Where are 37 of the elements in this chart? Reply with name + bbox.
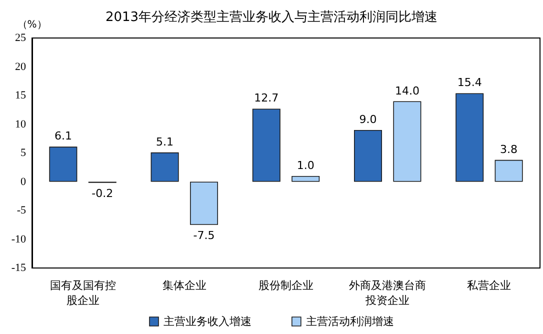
x-tick-label: 私营企业: [467, 279, 512, 292]
bar: [494, 160, 523, 182]
data-label: -0.2: [92, 186, 114, 200]
x-tick-label: 外商及港澳台商投资企业: [349, 279, 426, 307]
y-tick-label: -10: [11, 233, 26, 246]
legend-label: 主营活动利润增速: [306, 315, 394, 328]
data-label: 14.0: [394, 84, 420, 98]
legend-label: 主营业务收入增速: [164, 315, 252, 328]
y-tick-label: -5: [16, 204, 26, 216]
data-label: 3.8: [500, 142, 518, 156]
data-label: 12.7: [254, 92, 279, 105]
bar: [292, 176, 320, 182]
data-label: -7.5: [193, 228, 215, 242]
y-tick-label: 10: [15, 118, 26, 130]
data-label: 1.0: [296, 159, 314, 172]
data-label: 15.4: [457, 76, 482, 90]
x-tick-label: 集体企业: [162, 279, 206, 292]
y-tick-label: 15: [15, 90, 26, 102]
y-tick-label: 20: [15, 60, 26, 73]
data-label: 9.0: [359, 113, 377, 126]
bar: [190, 182, 218, 225]
y-axis-title: （%）: [17, 20, 47, 30]
y-tick-label: 0: [20, 176, 26, 188]
y-tick-label: 5: [20, 147, 26, 159]
bar: [150, 152, 179, 182]
bar: [354, 130, 382, 182]
bar: [456, 93, 484, 182]
x-tick-label: 股份制企业: [258, 279, 314, 292]
y-tick-label: -15: [11, 262, 26, 274]
x-tick-label: 国有及国有控股企业: [50, 279, 116, 307]
chart-title: 2013年分经济类型主营业务收入与主营活动利润同比增速: [105, 9, 438, 25]
bar: [252, 108, 280, 182]
data-label: 6.1: [54, 130, 72, 143]
data-label: 5.1: [156, 135, 174, 148]
bar: [49, 146, 78, 182]
bar: [393, 101, 422, 182]
y-tick-label: 25: [15, 32, 26, 44]
